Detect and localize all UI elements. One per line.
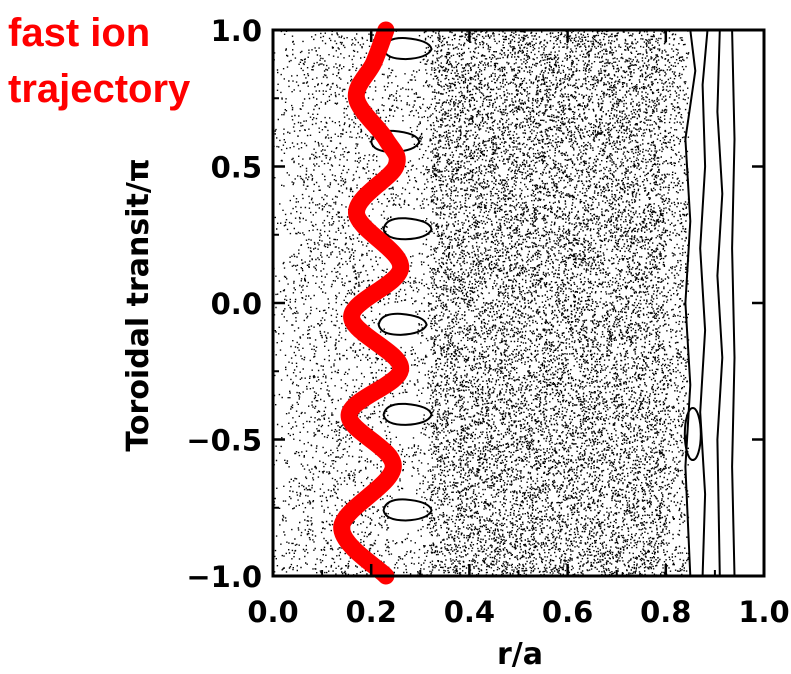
island-5	[382, 498, 433, 522]
contour-line-0	[684, 29, 697, 577]
x-tick-label: 0.4	[444, 595, 495, 629]
annotation-line-2: trajectory	[8, 67, 191, 111]
fast-ion-trajectory	[333, 21, 410, 585]
contour-line-3	[731, 29, 736, 577]
x-tick-label: 0.8	[640, 595, 691, 629]
contour-line-2	[716, 29, 724, 577]
x-tick-label: 0.0	[247, 595, 298, 629]
x-tick-label: 0.6	[542, 595, 593, 629]
flux-surface-contours	[683, 29, 736, 577]
x-axis-label: r/a	[497, 637, 543, 672]
island-0	[382, 37, 433, 61]
scatter-dots	[273, 30, 690, 578]
x-tick-label: 1.0	[738, 595, 789, 629]
y-tick-label: 0.5	[211, 151, 262, 185]
y-tick-label: −1.0	[186, 560, 262, 594]
x-tick-label: 0.2	[346, 595, 397, 629]
trajectory-line	[333, 21, 410, 585]
y-tick-label: 1.0	[211, 14, 262, 48]
axis-ticks: 0.0 0.2 0.4 0.6 0.8 1.0 1.0 0.5 0.0 −0.5 −1.0	[186, 14, 789, 629]
y-axis-label: Toroidal transit/π	[121, 158, 156, 451]
island-4	[382, 402, 433, 426]
island-3	[377, 312, 428, 336]
annotation-line-1: fast ion	[8, 11, 150, 55]
scatter-points	[273, 30, 690, 578]
y-tick-label: 0.0	[211, 287, 262, 321]
contour-line-1	[699, 29, 709, 577]
y-tick-label: −0.5	[186, 424, 262, 458]
right-island	[683, 407, 702, 462]
island-2	[382, 217, 433, 241]
